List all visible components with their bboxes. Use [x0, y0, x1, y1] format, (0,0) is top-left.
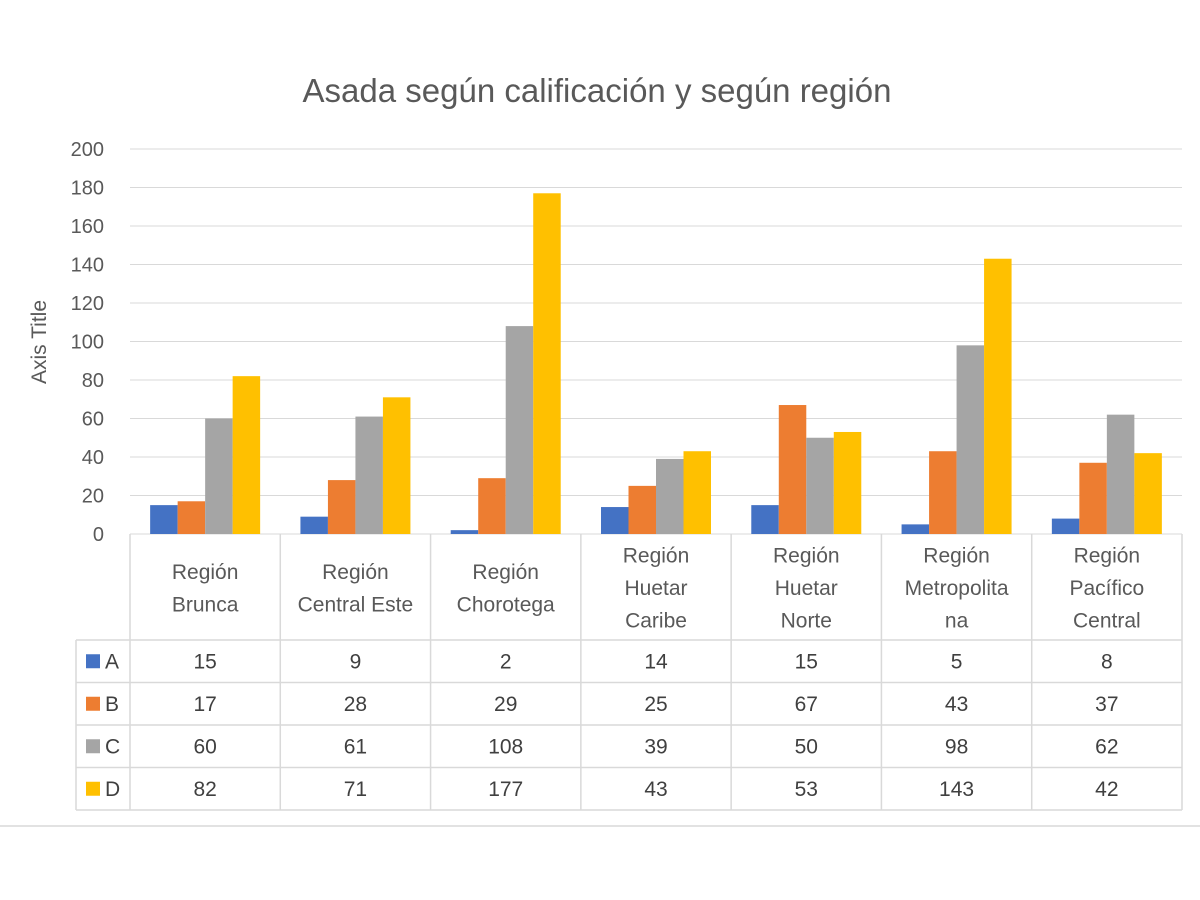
category-label: Norte — [781, 610, 832, 633]
table-cell-value: 143 — [939, 778, 974, 801]
category-label: Central Este — [298, 593, 414, 616]
bar-b — [1079, 462, 1107, 534]
y-tick-label: 200 — [71, 139, 104, 161]
table-cell-value: 43 — [945, 693, 968, 716]
table-cell-value: 39 — [644, 735, 667, 758]
bar-c — [505, 326, 534, 534]
y-tick-label: 140 — [71, 255, 104, 277]
table-cell-value: 28 — [344, 693, 367, 716]
y-tick-label: 0 — [93, 524, 104, 546]
bar-a — [300, 516, 328, 534]
bar-a — [1051, 518, 1080, 534]
legend-key-a — [86, 654, 100, 669]
y-tick-label: 100 — [71, 332, 104, 354]
y-tick-label: 40 — [82, 447, 104, 469]
category-label: Huetar — [624, 577, 687, 600]
table-cell-value: 42 — [1095, 778, 1118, 801]
table-cell-value: 29 — [494, 693, 517, 716]
y-tick-label: 160 — [71, 216, 104, 238]
category-label: Central — [1073, 610, 1141, 633]
bar-a — [901, 524, 930, 534]
y-axis-title: Axis Title — [28, 300, 51, 384]
table-cell-value: 177 — [488, 778, 523, 801]
bar-d — [984, 258, 1012, 534]
y-tick-label: 60 — [82, 409, 104, 431]
bar-c — [355, 416, 383, 534]
bar-a — [751, 505, 779, 534]
legend-label: B — [105, 693, 119, 716]
category-label: Región — [172, 561, 239, 584]
bar-d — [833, 431, 862, 534]
table-cell-value: 14 — [644, 650, 668, 673]
legend-key-b — [86, 696, 100, 711]
bar-c — [656, 458, 684, 534]
category-label: Huetar — [775, 577, 838, 600]
bars — [150, 193, 1162, 534]
table-cell-value: 50 — [795, 735, 818, 758]
bar-b — [778, 405, 807, 534]
y-tick-label: 180 — [71, 178, 104, 200]
bar-a — [601, 507, 629, 534]
bar-c — [806, 437, 834, 534]
bar-b — [628, 485, 656, 534]
category-label: Caribe — [625, 610, 687, 633]
table-cell-value: 8 — [1101, 650, 1113, 673]
bar-d — [382, 397, 411, 534]
table-cell-value: 71 — [344, 778, 367, 801]
table-cell-value: 15 — [193, 650, 216, 673]
y-tick-label: 120 — [71, 293, 104, 315]
table-cell-value: 9 — [350, 650, 362, 673]
table-cell-value: 61 — [344, 735, 367, 758]
table-cell-value: 15 — [795, 650, 818, 673]
table-cell-value: 60 — [193, 735, 216, 758]
category-label: na — [945, 610, 969, 633]
category-label: Región — [623, 545, 690, 568]
category-label: Región — [472, 561, 539, 584]
category-label: Brunca — [172, 593, 239, 616]
chart-title: Asada según calificación y según región — [303, 72, 892, 109]
table-cell-value: 98 — [945, 735, 968, 758]
legend-label: A — [105, 650, 119, 673]
category-label: Región — [923, 545, 990, 568]
legend-label: D — [105, 778, 120, 801]
bar-c — [1106, 414, 1135, 534]
table-cell-value: 17 — [193, 693, 216, 716]
y-tick-label: 20 — [82, 486, 104, 508]
category-label: Chorotega — [457, 593, 555, 616]
bar-c — [205, 418, 233, 534]
bar-b — [929, 451, 957, 534]
category-label: Pacífico — [1070, 577, 1145, 600]
table-cell-value: 53 — [795, 778, 818, 801]
bar-b — [478, 478, 506, 534]
bar-b — [177, 501, 206, 534]
y-tick-label: 80 — [82, 370, 104, 392]
table-cell-value: 25 — [644, 693, 667, 716]
table-cell-value: 43 — [644, 778, 667, 801]
bar-a — [450, 530, 479, 534]
legend-label: C — [105, 735, 120, 758]
category-label: Metropolita — [905, 577, 1009, 600]
table-cell-value: 37 — [1095, 693, 1118, 716]
table-cell-value: 67 — [795, 693, 818, 716]
table-cell-value: 5 — [951, 650, 963, 673]
bar-d — [683, 451, 711, 534]
bar-c — [956, 345, 985, 534]
table-cell-value: 62 — [1095, 735, 1118, 758]
legend-key-c — [86, 739, 100, 754]
bar-d — [1134, 453, 1162, 534]
category-label: Región — [773, 545, 840, 568]
bar-b — [327, 480, 356, 534]
data-table: Región Brunca Región Central Este Región Chor… — [75, 534, 1183, 811]
category-label: Región — [1074, 545, 1141, 568]
bar-a — [150, 505, 178, 534]
table-cell-value: 2 — [500, 650, 512, 673]
table-cell-value: 82 — [193, 778, 216, 801]
table-cell-value: 108 — [488, 735, 523, 758]
legend-key-d — [86, 781, 100, 796]
category-label: Región — [322, 561, 389, 584]
bar-d — [533, 193, 561, 534]
bar-d — [232, 376, 261, 534]
